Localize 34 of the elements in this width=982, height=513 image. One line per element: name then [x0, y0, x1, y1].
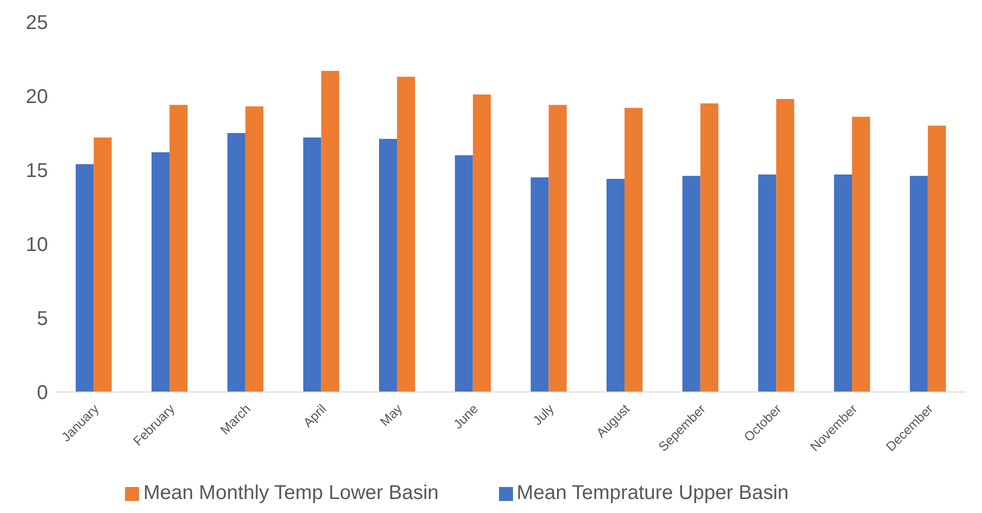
bar	[910, 176, 928, 392]
bar	[397, 76, 416, 392]
legend-label: Mean Monthly Temp Lower Basin	[143, 482, 439, 504]
bar	[152, 152, 170, 392]
bar	[606, 178, 625, 392]
bar	[170, 104, 188, 392]
bar	[700, 103, 718, 392]
bar	[245, 106, 264, 392]
x-tick-label: May	[377, 400, 406, 430]
bar	[454, 155, 473, 392]
legend-label: Mean Temprature Upper Basin	[516, 482, 789, 504]
bar	[472, 94, 491, 392]
bar	[852, 116, 870, 392]
bar	[758, 174, 776, 392]
bar	[682, 176, 700, 392]
bar	[928, 126, 946, 392]
bar	[76, 164, 94, 392]
bar	[321, 70, 340, 392]
bar	[548, 104, 567, 392]
bar	[776, 98, 794, 392]
bar	[303, 137, 322, 392]
y-tick-label: 10	[26, 234, 48, 256]
y-tick-label: 20	[26, 86, 48, 108]
x-tick-label: July	[530, 400, 558, 428]
bar	[94, 137, 112, 392]
bar	[530, 177, 549, 392]
y-tick-label: 15	[26, 160, 48, 182]
y-tick-label: 0	[36, 382, 48, 404]
bar	[379, 138, 398, 392]
bar	[227, 133, 246, 392]
bar	[624, 108, 643, 392]
bar	[834, 174, 852, 392]
y-tick-label: 25	[26, 12, 48, 34]
y-tick-label: 5	[36, 308, 48, 330]
